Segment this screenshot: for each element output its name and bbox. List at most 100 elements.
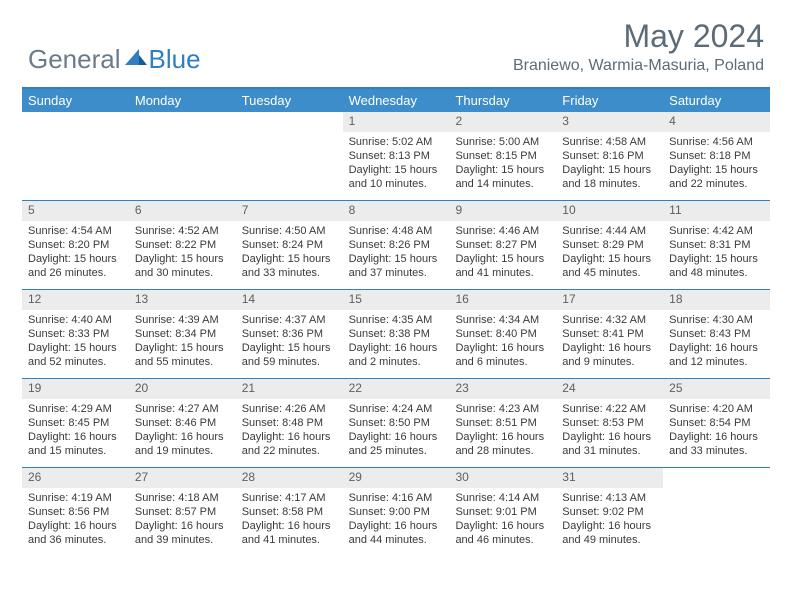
- cell-body: Sunrise: 4:44 AMSunset: 8:29 PMDaylight:…: [556, 221, 663, 287]
- calendar-cell: 5Sunrise: 4:54 AMSunset: 8:20 PMDaylight…: [22, 201, 129, 289]
- daylight-line-2: and 22 minutes.: [242, 444, 337, 458]
- day-number: 30: [449, 468, 556, 488]
- sunrise-line: Sunrise: 4:39 AM: [135, 313, 230, 327]
- daylight-line-2: and 33 minutes.: [242, 266, 337, 280]
- daylight-line-1: Daylight: 15 hours: [562, 163, 657, 177]
- day-header: Tuesday: [236, 89, 343, 112]
- sunrise-line: Sunrise: 4:34 AM: [455, 313, 550, 327]
- daylight-line-1: Daylight: 16 hours: [562, 430, 657, 444]
- daylight-line-1: Daylight: 15 hours: [135, 252, 230, 266]
- calendar-cell: [129, 112, 236, 200]
- daylight-line-1: Daylight: 16 hours: [562, 341, 657, 355]
- sunset-line: Sunset: 8:58 PM: [242, 505, 337, 519]
- calendar-cell: 25Sunrise: 4:20 AMSunset: 8:54 PMDayligh…: [663, 379, 770, 467]
- cell-body: Sunrise: 4:52 AMSunset: 8:22 PMDaylight:…: [129, 221, 236, 287]
- cell-body: Sunrise: 4:50 AMSunset: 8:24 PMDaylight:…: [236, 221, 343, 287]
- calendar-cell: 27Sunrise: 4:18 AMSunset: 8:57 PMDayligh…: [129, 468, 236, 556]
- daylight-line-1: Daylight: 15 hours: [135, 341, 230, 355]
- sunset-line: Sunset: 8:27 PM: [455, 238, 550, 252]
- sunset-line: Sunset: 8:34 PM: [135, 327, 230, 341]
- calendar-cell: 20Sunrise: 4:27 AMSunset: 8:46 PMDayligh…: [129, 379, 236, 467]
- day-number: 1: [343, 112, 450, 132]
- week-row: 19Sunrise: 4:29 AMSunset: 8:45 PMDayligh…: [22, 378, 770, 467]
- day-number: 24: [556, 379, 663, 399]
- daylight-line-2: and 48 minutes.: [669, 266, 764, 280]
- day-number: 17: [556, 290, 663, 310]
- day-number: 27: [129, 468, 236, 488]
- cell-body: Sunrise: 4:40 AMSunset: 8:33 PMDaylight:…: [22, 310, 129, 376]
- week-row: 1Sunrise: 5:02 AMSunset: 8:13 PMDaylight…: [22, 112, 770, 200]
- sunset-line: Sunset: 8:29 PM: [562, 238, 657, 252]
- daylight-line-1: Daylight: 15 hours: [669, 163, 764, 177]
- day-header: Friday: [556, 89, 663, 112]
- calendar-cell: 24Sunrise: 4:22 AMSunset: 8:53 PMDayligh…: [556, 379, 663, 467]
- day-number: [663, 468, 770, 488]
- cell-body: Sunrise: 4:32 AMSunset: 8:41 PMDaylight:…: [556, 310, 663, 376]
- daylight-line-2: and 14 minutes.: [455, 177, 550, 191]
- daylight-line-2: and 10 minutes.: [349, 177, 444, 191]
- calendar-cell: 14Sunrise: 4:37 AMSunset: 8:36 PMDayligh…: [236, 290, 343, 378]
- logo-text-blue: Blue: [149, 44, 201, 75]
- cell-body: Sunrise: 4:37 AMSunset: 8:36 PMDaylight:…: [236, 310, 343, 376]
- sunrise-line: Sunrise: 4:48 AM: [349, 224, 444, 238]
- calendar-cell: 7Sunrise: 4:50 AMSunset: 8:24 PMDaylight…: [236, 201, 343, 289]
- sunset-line: Sunset: 8:33 PM: [28, 327, 123, 341]
- calendar-cell: [236, 112, 343, 200]
- day-number: [22, 112, 129, 132]
- cell-body: Sunrise: 4:58 AMSunset: 8:16 PMDaylight:…: [556, 132, 663, 198]
- daylight-line-1: Daylight: 16 hours: [349, 519, 444, 533]
- cell-body: Sunrise: 4:34 AMSunset: 8:40 PMDaylight:…: [449, 310, 556, 376]
- daylight-line-2: and 2 minutes.: [349, 355, 444, 369]
- calendar-cell: 23Sunrise: 4:23 AMSunset: 8:51 PMDayligh…: [449, 379, 556, 467]
- daylight-line-1: Daylight: 15 hours: [349, 252, 444, 266]
- daylight-line-2: and 49 minutes.: [562, 533, 657, 547]
- calendar-cell: [663, 468, 770, 556]
- sunset-line: Sunset: 8:26 PM: [349, 238, 444, 252]
- sunrise-line: Sunrise: 4:29 AM: [28, 402, 123, 416]
- daylight-line-2: and 15 minutes.: [28, 444, 123, 458]
- sunrise-line: Sunrise: 4:26 AM: [242, 402, 337, 416]
- sunset-line: Sunset: 8:53 PM: [562, 416, 657, 430]
- cell-body: Sunrise: 4:20 AMSunset: 8:54 PMDaylight:…: [663, 399, 770, 465]
- daylight-line-2: and 44 minutes.: [349, 533, 444, 547]
- calendar-cell: 12Sunrise: 4:40 AMSunset: 8:33 PMDayligh…: [22, 290, 129, 378]
- sunset-line: Sunset: 8:41 PM: [562, 327, 657, 341]
- daylight-line-1: Daylight: 16 hours: [669, 430, 764, 444]
- day-number: 9: [449, 201, 556, 221]
- daylight-line-2: and 39 minutes.: [135, 533, 230, 547]
- sunset-line: Sunset: 8:38 PM: [349, 327, 444, 341]
- day-number: 22: [343, 379, 450, 399]
- day-number: 3: [556, 112, 663, 132]
- daylight-line-1: Daylight: 15 hours: [28, 341, 123, 355]
- daylight-line-2: and 6 minutes.: [455, 355, 550, 369]
- daylight-line-1: Daylight: 15 hours: [455, 252, 550, 266]
- sunset-line: Sunset: 8:57 PM: [135, 505, 230, 519]
- week-row: 5Sunrise: 4:54 AMSunset: 8:20 PMDaylight…: [22, 200, 770, 289]
- calendar-cell: 19Sunrise: 4:29 AMSunset: 8:45 PMDayligh…: [22, 379, 129, 467]
- cell-body: Sunrise: 4:54 AMSunset: 8:20 PMDaylight:…: [22, 221, 129, 287]
- sunset-line: Sunset: 8:54 PM: [669, 416, 764, 430]
- daylight-line-2: and 19 minutes.: [135, 444, 230, 458]
- sunset-line: Sunset: 8:51 PM: [455, 416, 550, 430]
- cell-body: Sunrise: 4:26 AMSunset: 8:48 PMDaylight:…: [236, 399, 343, 465]
- day-number: 6: [129, 201, 236, 221]
- daylight-line-2: and 55 minutes.: [135, 355, 230, 369]
- cell-body: Sunrise: 4:16 AMSunset: 9:00 PMDaylight:…: [343, 488, 450, 554]
- cell-body: Sunrise: 4:27 AMSunset: 8:46 PMDaylight:…: [129, 399, 236, 465]
- daylight-line-2: and 37 minutes.: [349, 266, 444, 280]
- day-number: 29: [343, 468, 450, 488]
- daylight-line-1: Daylight: 15 hours: [28, 252, 123, 266]
- cell-body: Sunrise: 4:39 AMSunset: 8:34 PMDaylight:…: [129, 310, 236, 376]
- calendar-cell: 13Sunrise: 4:39 AMSunset: 8:34 PMDayligh…: [129, 290, 236, 378]
- daylight-line-1: Daylight: 16 hours: [349, 341, 444, 355]
- calendar-cell: 29Sunrise: 4:16 AMSunset: 9:00 PMDayligh…: [343, 468, 450, 556]
- daylight-line-1: Daylight: 15 hours: [455, 163, 550, 177]
- calendar-cell: 3Sunrise: 4:58 AMSunset: 8:16 PMDaylight…: [556, 112, 663, 200]
- cell-body: Sunrise: 4:19 AMSunset: 8:56 PMDaylight:…: [22, 488, 129, 554]
- day-header: Wednesday: [343, 89, 450, 112]
- day-headers-row: SundayMondayTuesdayWednesdayThursdayFrid…: [22, 89, 770, 112]
- cell-body: Sunrise: 4:24 AMSunset: 8:50 PMDaylight:…: [343, 399, 450, 465]
- sunset-line: Sunset: 8:36 PM: [242, 327, 337, 341]
- day-number: 2: [449, 112, 556, 132]
- logo-text-general: General: [28, 44, 121, 75]
